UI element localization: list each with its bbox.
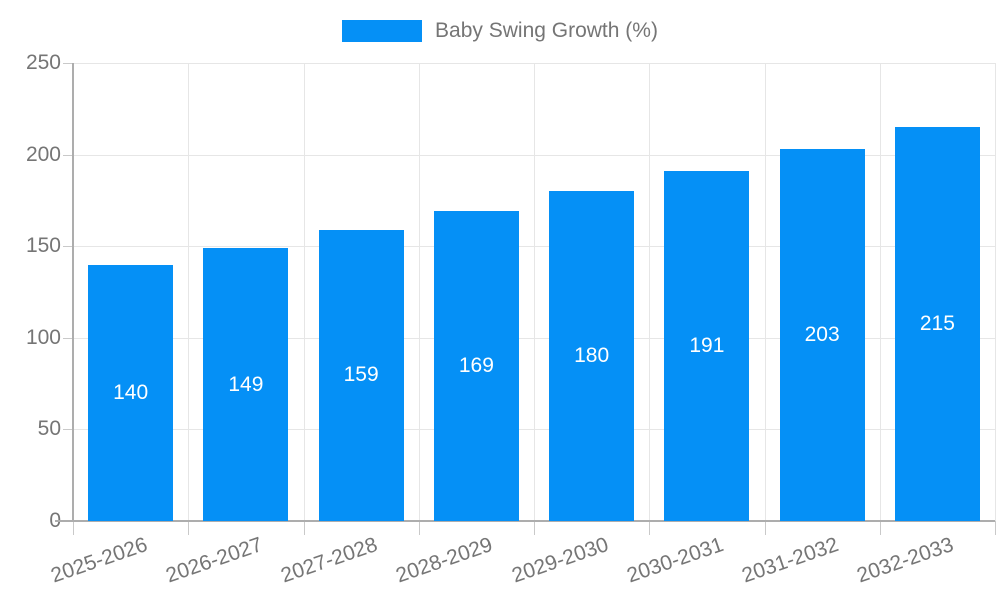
x-axis-tick (995, 521, 996, 535)
y-axis-tick-label: 200 (25, 142, 61, 166)
gridline-vertical (995, 63, 996, 521)
y-axis-tick (63, 63, 73, 64)
bar-value-label: 140 (113, 380, 149, 404)
x-axis-baseline (55, 520, 995, 522)
y-axis-tick-label: 250 (25, 51, 61, 74)
legend-label: Baby Swing Growth (%) (435, 19, 658, 42)
bar (88, 264, 174, 521)
y-axis-tick (63, 337, 73, 339)
bar-value-label: 215 (919, 312, 955, 336)
chart-legend: Baby Swing Growth (%) (0, 19, 1000, 43)
bar-value-label: 159 (343, 363, 379, 387)
x-axis-tick (73, 521, 74, 535)
plot-area: 0501001502002501402025-20261492026-20271… (26, 51, 996, 587)
y-axis-tick-label: 50 (37, 417, 61, 441)
gridline-vertical (879, 63, 881, 521)
bar (894, 127, 980, 521)
y-axis-tick (63, 154, 73, 156)
x-axis-tick (303, 521, 305, 535)
gridline-vertical (188, 63, 190, 521)
bar (664, 171, 750, 521)
y-axis-tick-label: 150 (25, 234, 61, 258)
y-axis-tick (63, 246, 73, 248)
bar (433, 211, 519, 521)
y-axis-tick-label: 100 (25, 325, 61, 349)
bar-value-label: 180 (574, 344, 610, 368)
gridline-vertical (418, 63, 420, 521)
bar-value-label: 203 (804, 323, 840, 347)
gridline-vertical (303, 63, 305, 521)
bar (203, 248, 289, 521)
x-axis-tick (879, 521, 881, 535)
gridline-vertical (534, 63, 535, 521)
y-axis-line (72, 63, 74, 521)
x-axis-tick (764, 521, 766, 535)
x-axis-tick (649, 521, 651, 535)
bar (318, 229, 404, 521)
gridline-vertical (649, 63, 651, 521)
y-axis-tick-label: 0 (0, 508, 61, 534)
y-axis-tick (63, 429, 73, 431)
bar (549, 191, 635, 521)
x-axis-tick (418, 521, 420, 535)
bar-value-label: 191 (689, 334, 725, 358)
legend-swatch (342, 20, 423, 42)
bar (779, 149, 865, 521)
x-axis-tick (534, 521, 535, 535)
bar-value-label: 169 (458, 354, 494, 378)
gridline-vertical (764, 63, 766, 521)
bar-value-label: 149 (228, 372, 264, 396)
x-axis-tick (188, 521, 190, 535)
